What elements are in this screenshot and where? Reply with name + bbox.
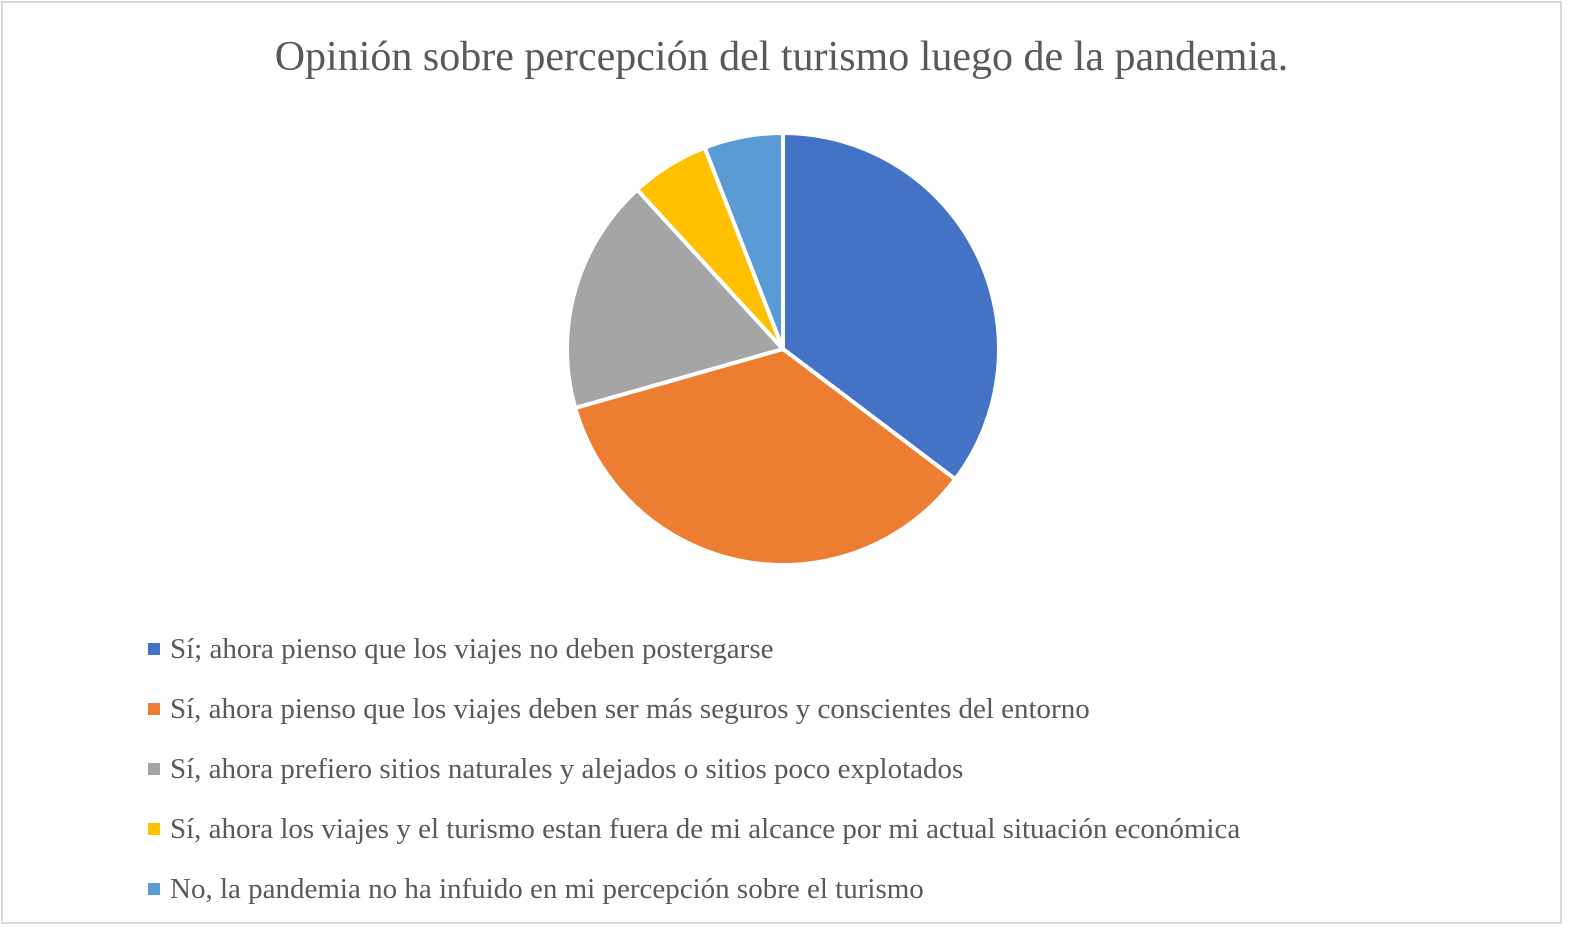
legend-swatch (148, 763, 160, 775)
legend-label: Sí; ahora pienso que los viajes no deben… (170, 632, 774, 665)
chart-title: Opinión sobre percepción del turismo lue… (274, 34, 1289, 80)
legend-swatch (148, 643, 160, 655)
legend-swatch (148, 883, 160, 895)
pie-slice (565, 187, 785, 410)
legend-item: Sí; ahora pienso que los viajes no deben… (148, 619, 1240, 679)
legend-item: Sí, ahora prefiero sitios naturales y al… (148, 739, 1240, 799)
legend-label: Sí, ahora prefiero sitios naturales y al… (170, 752, 964, 785)
legend-label: No, la pandemia no ha infuido en mi perc… (170, 872, 924, 905)
legend-item: Sí, ahora pienso que los viajes deben se… (148, 679, 1240, 739)
chart-legend: Sí; ahora pienso que los viajes no deben… (148, 619, 1240, 919)
pie-chart (565, 131, 1001, 567)
pie-slice (702, 131, 785, 351)
legend-label: Sí, ahora los viajes y el turismo estan … (170, 812, 1241, 845)
legend-swatch (148, 703, 160, 715)
pie-slice (781, 131, 1001, 482)
pie-slice (573, 347, 958, 567)
legend-label: Sí, ahora pienso que los viajes deben se… (170, 692, 1090, 725)
legend-swatch (148, 823, 160, 835)
legend-item: No, la pandemia no ha infuido en mi perc… (148, 859, 1240, 919)
legend-item: Sí, ahora los viajes y el turismo estan … (148, 799, 1240, 859)
